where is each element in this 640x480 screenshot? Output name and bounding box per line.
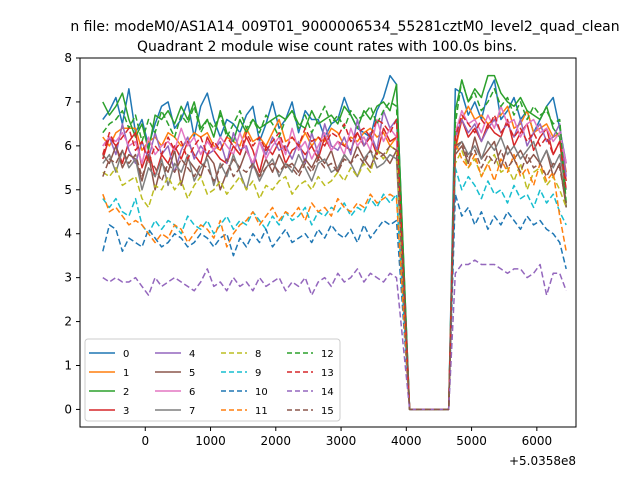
legend-label: 0 — [123, 349, 129, 360]
x-tick-label: 5000 — [456, 434, 487, 448]
legend-label: 6 — [189, 387, 195, 398]
plot-frame — [79, 57, 577, 428]
y-tick-label: 8 — [64, 51, 72, 65]
x-tick-label: 0 — [141, 434, 149, 448]
legend-label: 13 — [321, 368, 334, 379]
series-line-2 — [102, 74, 567, 411]
y-tick-label: 4 — [64, 227, 72, 241]
series-line-6 — [102, 105, 567, 411]
x-axis: 0 1000 2000 3000 4000 5000 6000 — [141, 427, 552, 448]
series-line-9 — [102, 167, 567, 411]
legend-label: 10 — [255, 387, 268, 398]
series-line-10 — [102, 193, 567, 411]
legend-label: 14 — [321, 387, 334, 398]
series-line-7 — [102, 136, 567, 411]
y-tick-label: 2 — [64, 315, 72, 329]
legend-label: 1 — [123, 368, 129, 379]
legend-label: 5 — [189, 368, 195, 379]
legend-label: 3 — [123, 406, 129, 417]
legend-label: 15 — [321, 406, 334, 417]
y-tick-label: 7 — [64, 95, 72, 109]
chart-title: Quadrant 2 module wise count rates with … — [137, 39, 517, 55]
plot-lines — [102, 74, 567, 411]
series-line-12 — [102, 79, 567, 411]
legend-label: 2 — [123, 387, 129, 398]
suptitle: n file: modeM0/AS1A14_009T01_9000006534_… — [70, 19, 619, 35]
series-line-4 — [102, 109, 567, 411]
x-tick-label: 2000 — [261, 434, 292, 448]
legend-label: 9 — [255, 368, 261, 379]
legend-label: 11 — [255, 406, 268, 417]
series-line-14 — [102, 259, 567, 411]
series-line-8 — [102, 145, 567, 411]
x-tick-label: 1000 — [195, 434, 226, 448]
x-tick-label: 4000 — [391, 434, 422, 448]
y-tick-label: 5 — [64, 183, 72, 197]
y-tick-label: 0 — [64, 402, 72, 416]
y-axis: 0 1 2 3 4 5 6 7 8 — [64, 51, 80, 416]
legend-label: 7 — [189, 406, 195, 417]
x-tick-label: 6000 — [522, 434, 553, 448]
series-line-11 — [102, 140, 567, 411]
series-line-1 — [102, 105, 567, 411]
legend-label: 8 — [255, 349, 261, 360]
y-tick-label: 3 — [64, 271, 72, 285]
legend-label: 12 — [321, 349, 334, 360]
x-tick-label: 3000 — [326, 434, 357, 448]
legend-label: 4 — [189, 349, 195, 360]
series-line-15 — [102, 140, 567, 411]
y-tick-label: 1 — [64, 359, 72, 373]
legend-frame — [84, 338, 341, 422]
x-offset-label: +5.0358e8 — [509, 454, 576, 468]
y-tick-label: 6 — [64, 139, 72, 153]
